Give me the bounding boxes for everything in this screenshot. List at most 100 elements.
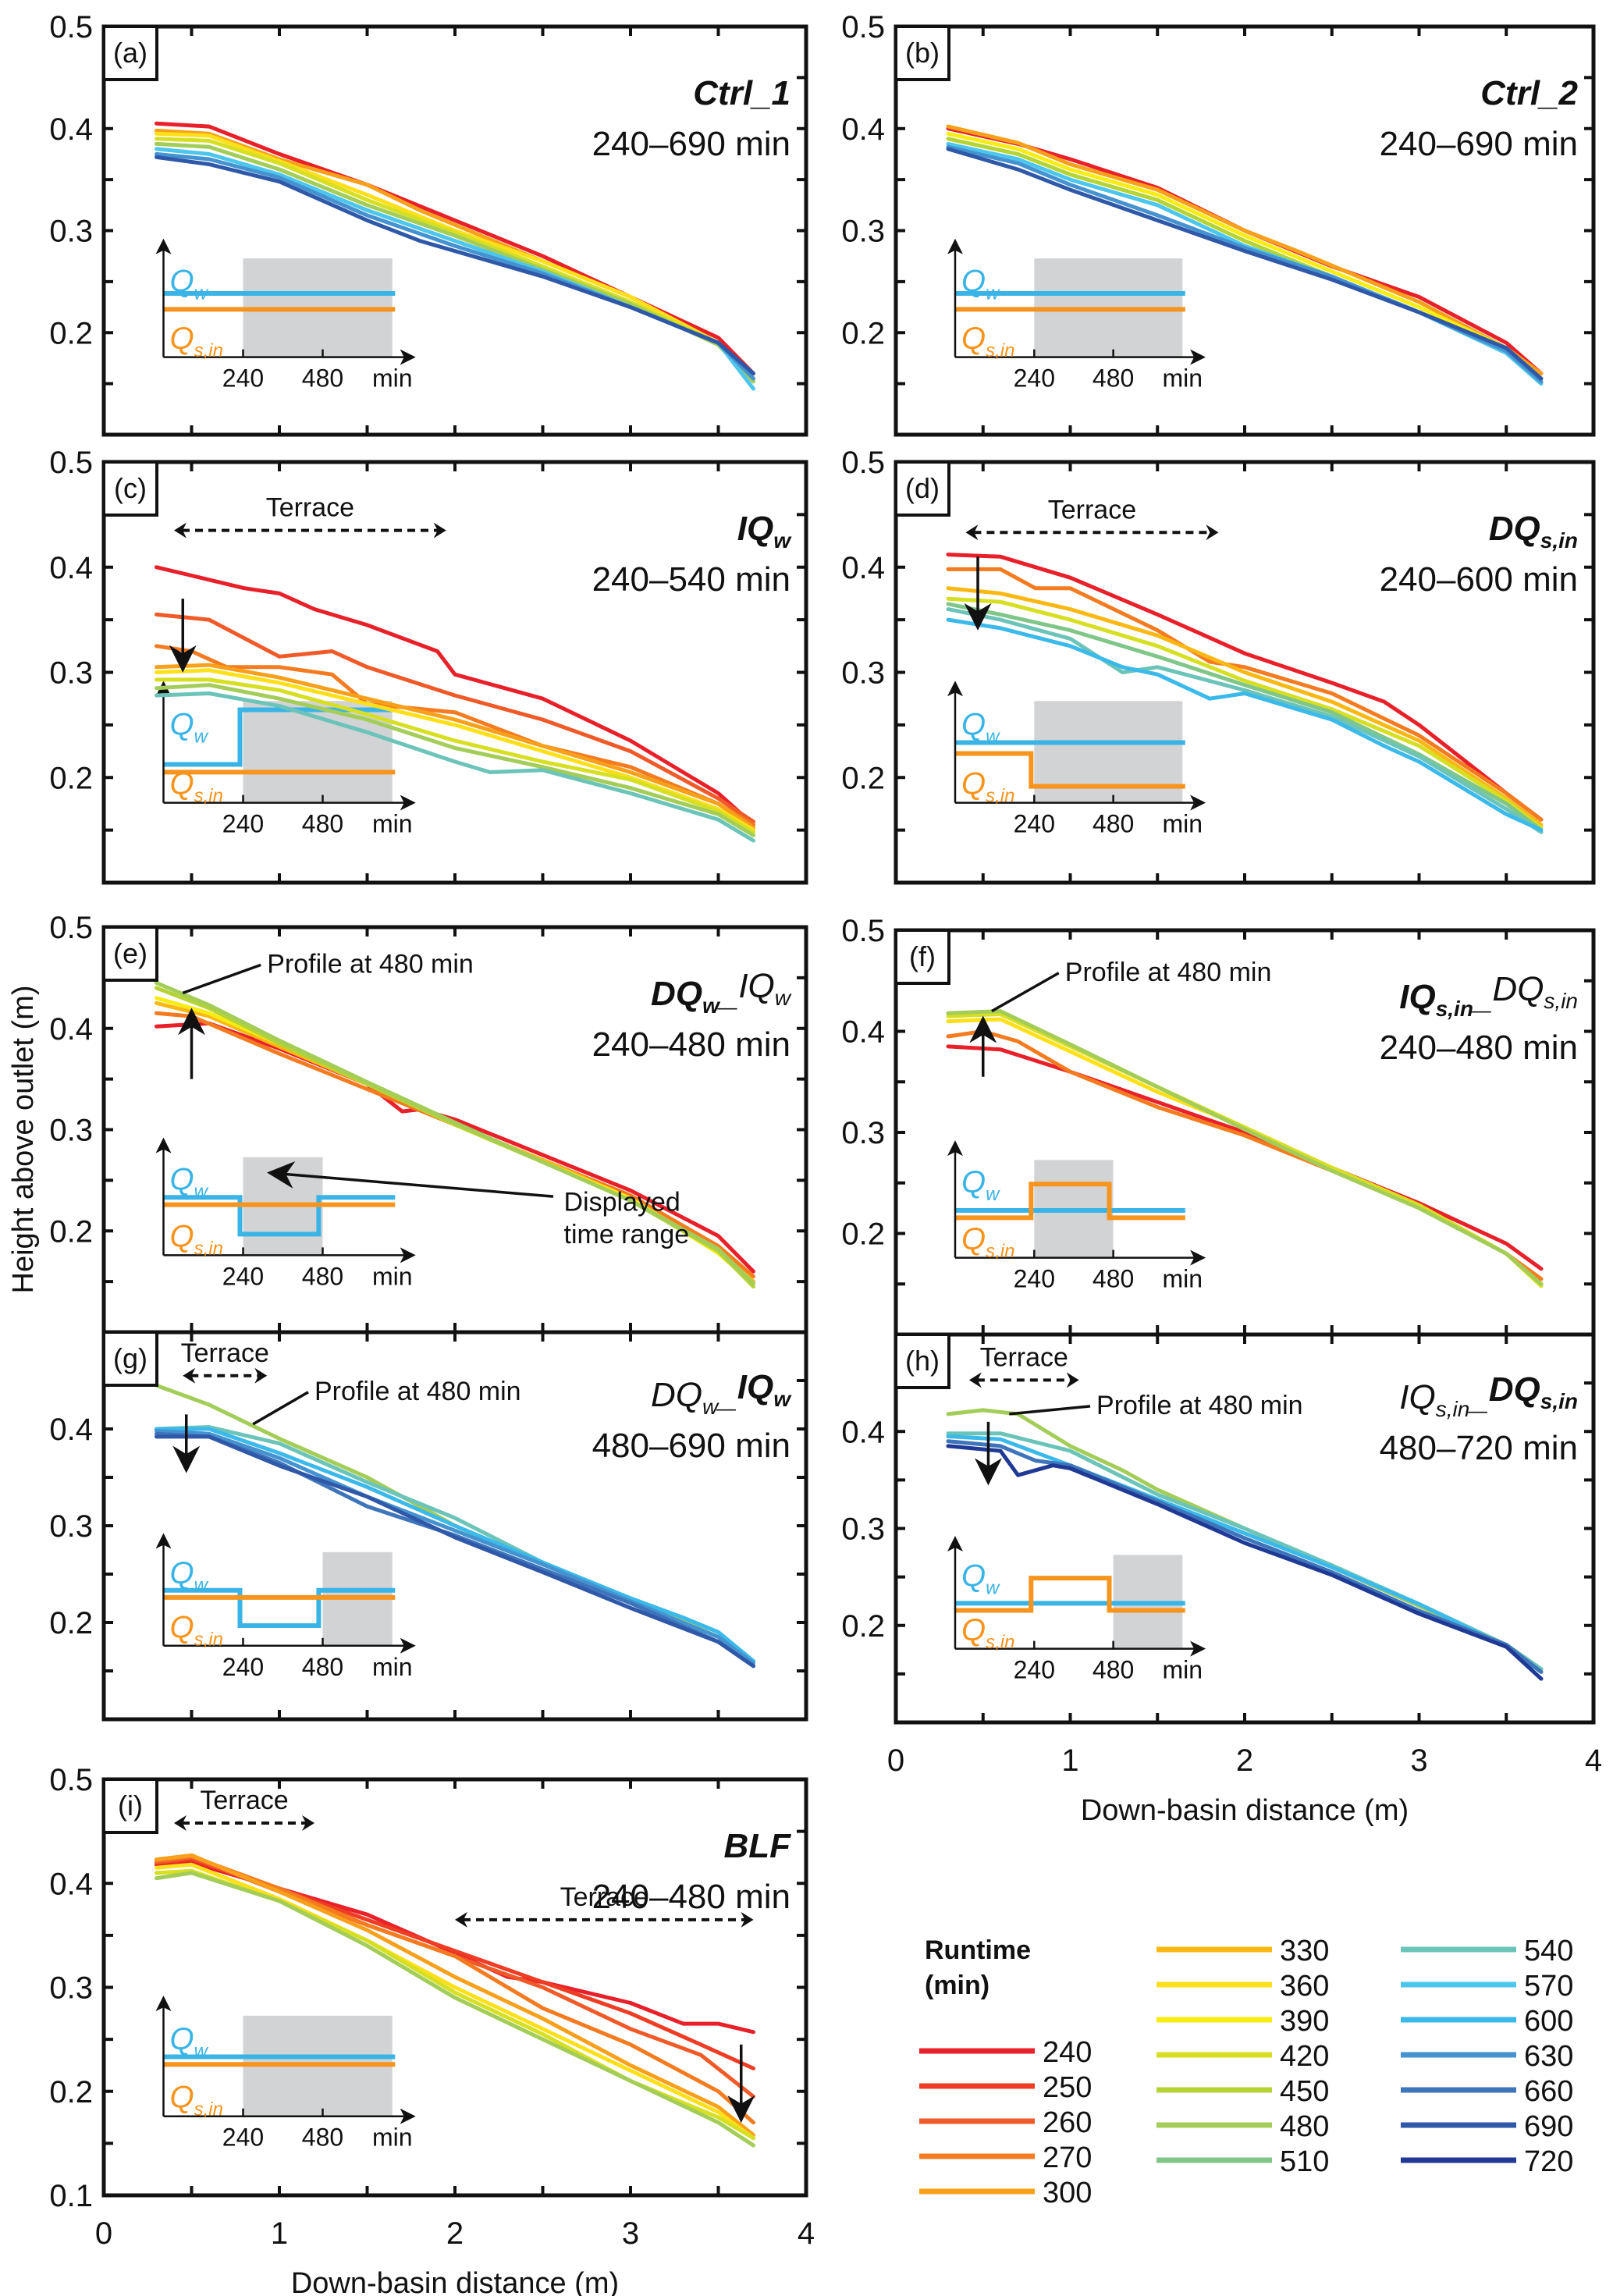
legend-label: 240 [1043,2036,1092,2069]
inset-unit: min [372,364,413,393]
time-range: 240–600 min [1380,560,1578,599]
panel-letter-box [894,929,950,985]
callout-arrow [267,1161,554,1198]
legend-label: 250 [1043,2071,1092,2104]
panel-f: 240 480 min Qw Qs,in 0.2 0.3 0.4 0.5 (f) IQs,in_DQ… [841,914,1596,1337]
profile-660-min [946,1439,1544,1674]
inset-tick-480: 480 [302,2124,343,2152]
panel-i: 240 480 min Qw Qs,in 0.1 0.2 0.3 0.4 0.5 0 1 2 3 4 Down… [49,1763,815,2296]
terrace-arrowhead-right [254,1367,268,1384]
legend-label: 540 [1524,1935,1573,1967]
callout-leader [252,1391,309,1426]
qw-line [163,1587,396,1628]
y-tick-label: 0.4 [841,1015,885,1050]
profile-lines [155,121,755,391]
terrace-arrowhead-left [968,1372,982,1388]
x-tick-label: 2 [446,2216,464,2251]
panel-letter: (a) [113,37,147,69]
inset-tick-240: 240 [222,1653,264,1681]
time-range: 480–720 min [1380,1429,1578,1467]
inset-unit: min [1163,810,1203,838]
x-tick-label: 4 [798,2216,815,2251]
terrace-annotation: Terrace [181,1338,269,1384]
experiment-name: BLF [723,1827,791,1865]
y-tick-label: 0.3 [49,656,93,691]
qs-line [955,751,1185,789]
panel-letter: (h) [905,1345,940,1377]
qs-line [955,1182,1185,1221]
qw-label: Qw [961,1559,1000,1598]
y-tick-label: 0.3 [841,1512,885,1547]
y-tick-label: 0.4 [49,1867,93,1901]
qs-label: Qs,in [961,1613,1014,1653]
y-tick-label: 0.4 [49,112,93,147]
panel-letter: (b) [905,37,940,69]
qs-label: Qs,in [170,322,223,361]
legend-entry-690: 690 [1401,2110,1573,2143]
terrace-label: Terrace [1048,495,1136,524]
profile-480-callout: Profile at 480 min [1009,1391,1303,1420]
legend-entry-480: 480 [1156,2110,1329,2143]
profile-270-min [946,567,1544,822]
y-tick-label: 0.2 [841,316,885,350]
legend-label: 660 [1524,2075,1573,2108]
inset-discharge-schematic: 240 480 min Qw Qs,in [155,1996,416,2152]
legend-label: 630 [1524,2040,1573,2073]
inset-tick-240: 240 [222,364,264,393]
inset-tick-240: 240 [222,810,264,838]
inset-tick-480: 480 [302,364,343,393]
qw-label: Qw [170,264,209,304]
panel-letter: (f) [909,940,936,972]
qs-label: Qs,in [170,1220,223,1260]
time-range: 240–480 min [592,1025,791,1064]
legend-entry-390: 390 [1156,2005,1329,2038]
profile-690-min [155,1434,755,1669]
experiment-name: IQs,in_DQs,in [1399,970,1578,1021]
profile-240-min [155,121,755,376]
callout-leader [182,963,261,994]
experiment-name: Ctrl_2 [1480,74,1578,112]
experiment-name: DQw_IQw [651,1368,792,1419]
terrace-arrowhead-left [965,524,979,541]
x-tick-label: 0 [887,1743,904,1778]
legend-entry-300: 300 [919,2177,1092,2209]
experiment-name: Ctrl_1 [693,74,791,112]
profile-240-min [946,1044,1544,1271]
legend-title-unit: (min) [925,1971,989,2000]
inset-discharge-schematic: 240 480 min Qw Qs,in [155,1137,416,1290]
terrace-label: Terrace [560,1882,648,1912]
y-tick-label: 0.3 [49,1509,93,1544]
inset-tick-240: 240 [1014,810,1055,838]
legend-label: 260 [1043,2106,1092,2139]
legend-label: 570 [1524,1970,1573,2003]
terrace-label: Terrace [980,1342,1068,1372]
panel-b: 240 480 min Qw Qs,in 0.2 0.3 0.4 0.5 (b) Ctrl_2 240… [841,10,1596,437]
y-tick-label: 0.3 [841,656,885,691]
terrace-annotation: Terrace [174,1786,314,1831]
experiment-name: IQw [737,510,792,553]
profile-480-min [946,1009,1544,1286]
inset-unit: min [372,1653,413,1681]
y-tick-label: 0.5 [841,10,885,44]
y-tick-label: 0.2 [841,1217,885,1252]
panel-letter-box [102,1778,158,1834]
qw-label: Qw [961,264,1000,304]
callout-label: Profile at 480 min [314,1377,521,1406]
legend-label: 690 [1524,2110,1573,2143]
profile-690-min [946,147,1544,381]
time-range: 240–690 min [592,125,791,163]
experiment-name: DQw_IQw [651,967,792,1018]
qs-label: Qs,in [170,1610,223,1650]
panel-d: 240 480 min Qw Qs,in 0.2 0.3 0.4 0.5 (d) DQs,in 240… [841,446,1596,885]
legend-entry-420: 420 [1156,2040,1329,2073]
profile-300-min [155,663,755,830]
qw-line [163,707,396,767]
time-range: 240–540 min [592,560,791,599]
qs-label: Qs,in [170,2081,223,2120]
callout-label-line2: time range [564,1220,690,1249]
panel-letter-box [894,1333,950,1389]
terrace-arrowhead-left [455,1911,467,1928]
y-tick-label: 0.5 [49,1763,93,1797]
legend: Runtime(min)2402502602703003303603904204… [919,1935,1573,2209]
profile-540-min [946,607,1544,834]
